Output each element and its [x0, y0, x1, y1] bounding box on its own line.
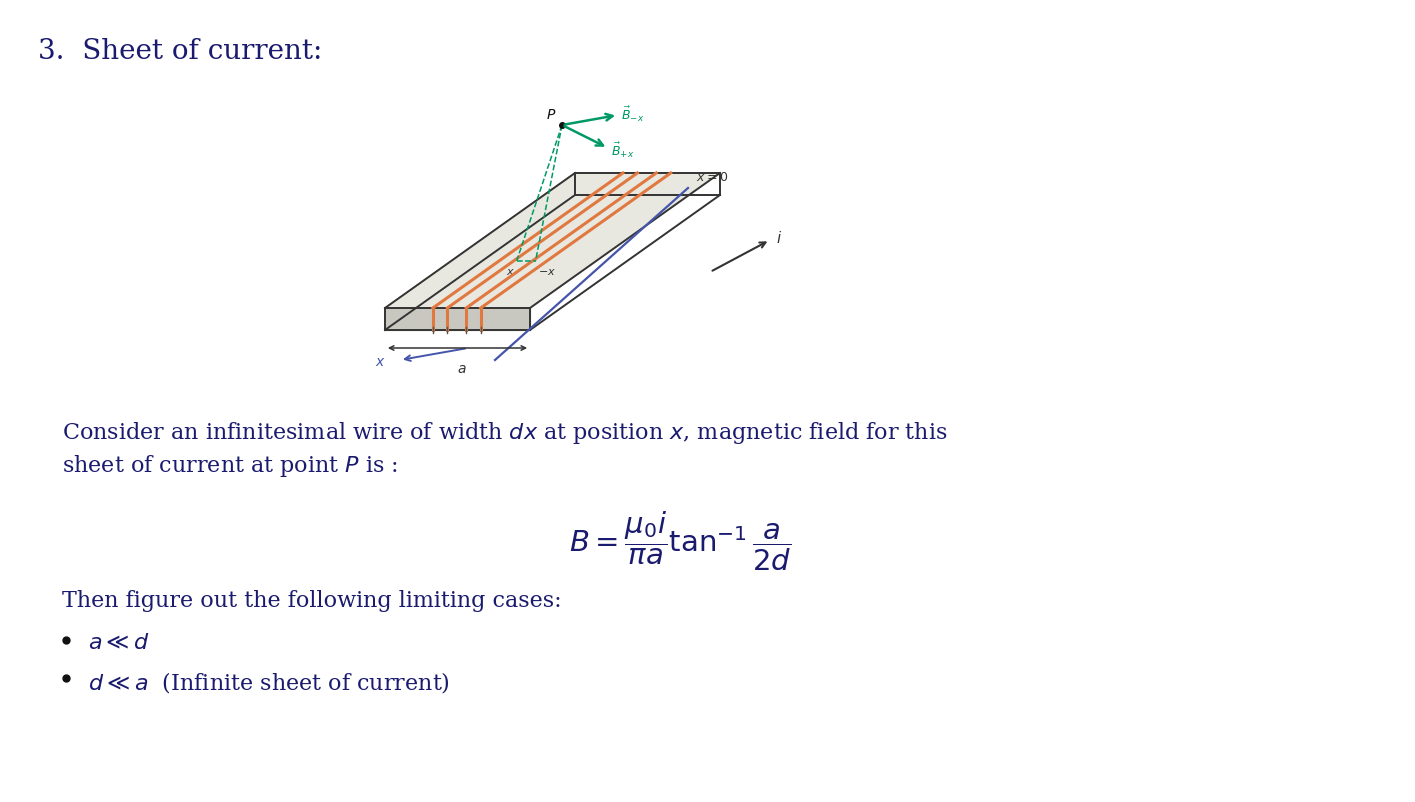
Polygon shape: [385, 173, 574, 330]
Text: 3.  Sheet of current:: 3. Sheet of current:: [38, 38, 323, 65]
Text: $a$: $a$: [457, 362, 467, 376]
Polygon shape: [385, 173, 720, 308]
Text: $x$: $x$: [505, 267, 515, 277]
Text: $B = \dfrac{\mu_0 i}{\pi a} \tan^{-1} \dfrac{a}{2d}$: $B = \dfrac{\mu_0 i}{\pi a} \tan^{-1} \d…: [569, 510, 791, 573]
Text: $\vec{B}_{-x}$: $\vec{B}_{-x}$: [621, 104, 644, 124]
Text: $-x$: $-x$: [538, 267, 556, 277]
Text: $\vec{B}_{+x}$: $\vec{B}_{+x}$: [611, 140, 634, 160]
Text: Then figure out the following limiting cases:: Then figure out the following limiting c…: [62, 590, 562, 612]
Text: $i$: $i$: [775, 230, 782, 246]
Text: $x$: $x$: [375, 355, 386, 369]
Text: Consider an infinitesimal wire of width $dx$ at position $x$, magnetic field for: Consider an infinitesimal wire of width …: [62, 420, 948, 446]
Text: $x=0$: $x=0$: [696, 171, 729, 184]
Polygon shape: [385, 308, 531, 330]
Text: sheet of current at point $P$ is :: sheet of current at point $P$ is :: [62, 453, 398, 479]
Text: $P$: $P$: [546, 108, 556, 122]
Text: $d \ll a$  (Infinite sheet of current): $d \ll a$ (Infinite sheet of current): [88, 670, 450, 695]
Text: $a \ll d$: $a \ll d$: [88, 632, 150, 654]
